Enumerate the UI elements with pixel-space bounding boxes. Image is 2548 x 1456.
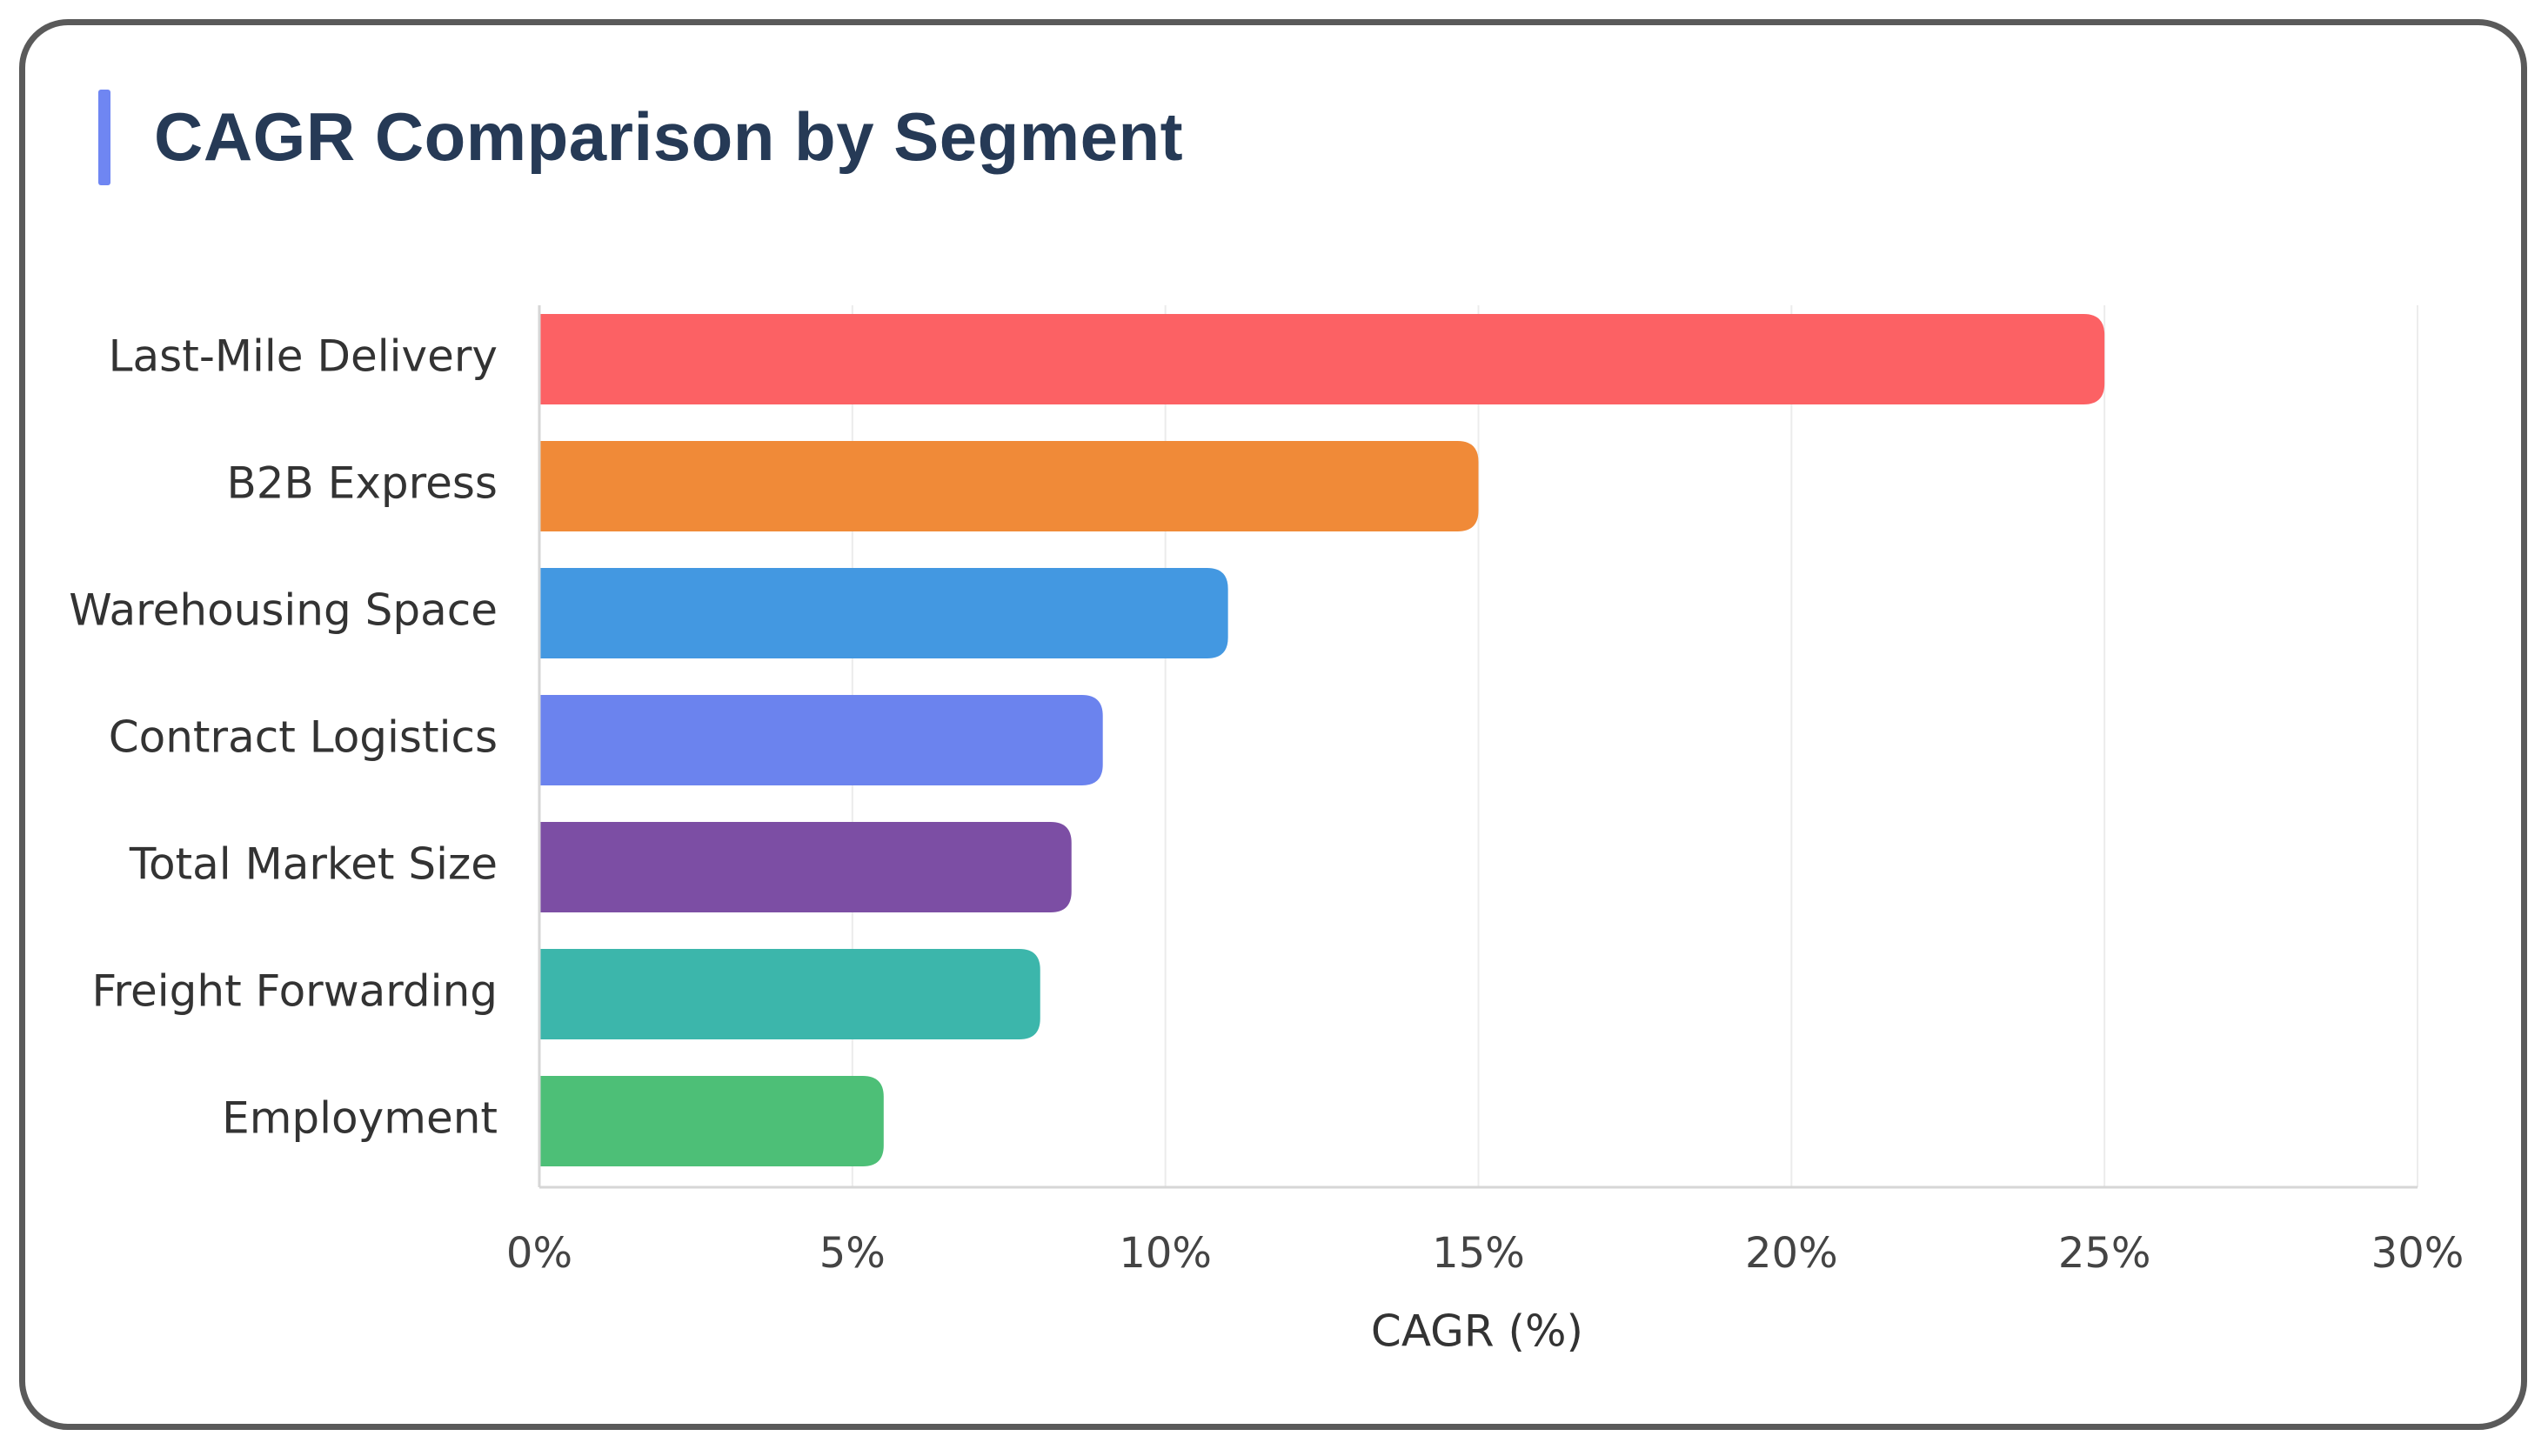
category-label: Freight Forwarding bbox=[91, 966, 498, 1017]
axes bbox=[538, 305, 2418, 1189]
bar bbox=[539, 441, 1479, 531]
x-tick-label: 0% bbox=[506, 1229, 572, 1278]
category-label: B2B Express bbox=[226, 458, 498, 509]
x-tick-label: 25% bbox=[2058, 1229, 2151, 1278]
x-axis-title: CAGR (%) bbox=[1371, 1306, 1583, 1357]
x-tick-label: 30% bbox=[2371, 1229, 2464, 1278]
bar bbox=[539, 822, 1072, 912]
category-label: Employment bbox=[222, 1093, 498, 1144]
bar bbox=[539, 568, 1228, 658]
x-tick-label: 20% bbox=[1745, 1229, 1838, 1278]
chart-title: CAGR Comparison by Segment bbox=[154, 98, 1184, 175]
bar bbox=[539, 314, 2105, 404]
category-label: Warehousing Space bbox=[69, 585, 498, 636]
bars bbox=[539, 314, 2105, 1166]
x-tick-label: 15% bbox=[1432, 1229, 1525, 1278]
bar bbox=[539, 1076, 884, 1166]
category-label: Contract Logistics bbox=[109, 712, 498, 763]
category-label: Total Market Size bbox=[129, 839, 498, 890]
title-accent-bar bbox=[98, 90, 110, 185]
bar bbox=[539, 695, 1103, 785]
x-tick-label: 5% bbox=[819, 1229, 886, 1278]
category-label: Last-Mile Delivery bbox=[109, 331, 498, 382]
category-labels: Last-Mile Delivery B2B Express Warehousing… bbox=[69, 331, 498, 1144]
x-tick-label: 10% bbox=[1119, 1229, 1212, 1278]
tick-labels: 0% 5% 10% 15% 20% 25% 30% bbox=[506, 1229, 2464, 1278]
bar bbox=[539, 949, 1040, 1039]
bar-chart: Last-Mile Delivery B2B Express Warehousing… bbox=[69, 305, 2464, 1357]
chart-card: CAGR Comparison by Segment Last-Mile Del… bbox=[19, 19, 2527, 1430]
